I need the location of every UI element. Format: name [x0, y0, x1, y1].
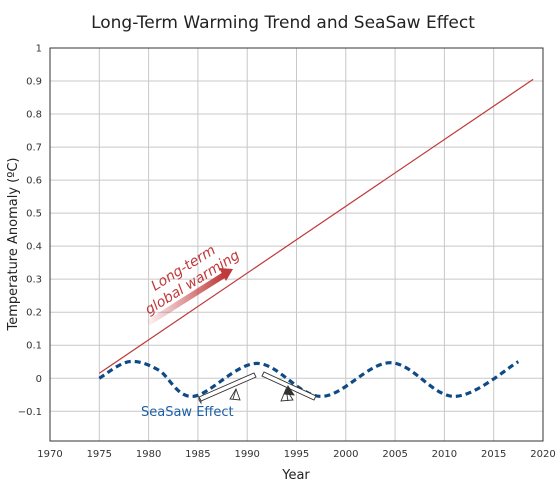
x-tick-label: 2005 — [382, 449, 407, 460]
x-tick-label: 1980 — [136, 449, 161, 460]
y-tick-labels: −0.1 0 0.1 0.2 0.3 0.4 0.5 0.6 0.7 0.8 0.9 1 — [18, 44, 42, 418]
y-tick-label: 1 — [36, 44, 42, 55]
y-tick-label: 0.2 — [26, 308, 42, 319]
x-tick-label: 1985 — [185, 449, 210, 460]
x-tick-label: 2020 — [530, 449, 555, 460]
y-axis-label: Temperature Anomaly (ºC) — [6, 158, 21, 332]
y-tick-label: 0.6 — [26, 176, 42, 187]
seasaw-oscillation-line — [98, 359, 520, 399]
y-tick-label: 0.5 — [26, 209, 42, 220]
y-tick-label: 0.9 — [26, 77, 42, 88]
x-tick-label: 1995 — [284, 449, 309, 460]
x-tick-label: 2010 — [432, 449, 457, 460]
seesaw-left-icon — [198, 372, 257, 405]
y-tick-label: 0.8 — [26, 110, 42, 121]
chart-title: Long-Term Warming Trend and SeaSaw Effec… — [91, 13, 475, 33]
warming-trend-line — [98, 78, 534, 374]
y-tick-label: 0.3 — [26, 275, 42, 286]
x-tick-label: 1990 — [234, 449, 259, 460]
x-tick-label: 1975 — [87, 449, 112, 460]
plot-frame — [49, 47, 544, 442]
grid — [50, 48, 543, 441]
y-tick-label: 0.4 — [26, 242, 42, 253]
y-tick-label: 0 — [36, 374, 42, 385]
warming-arrow — [146, 268, 233, 326]
x-tick-labels: 1970 1975 1980 1985 1990 1995 2000 2005 2010 2015… — [37, 449, 555, 460]
x-axis-label: Year — [281, 468, 310, 483]
y-tick-label: 0.1 — [26, 341, 42, 352]
x-tick-label: 1970 — [37, 449, 62, 460]
x-tick-label: 2000 — [333, 449, 358, 460]
y-tick-label: 0.7 — [26, 143, 42, 154]
y-tick-label: −0.1 — [18, 407, 42, 418]
x-tick-label: 2015 — [481, 449, 506, 460]
seesaw-right-icon — [261, 371, 317, 402]
seasaw-label: SeaSaw Effect — [141, 405, 234, 420]
series-layer — [98, 78, 534, 399]
